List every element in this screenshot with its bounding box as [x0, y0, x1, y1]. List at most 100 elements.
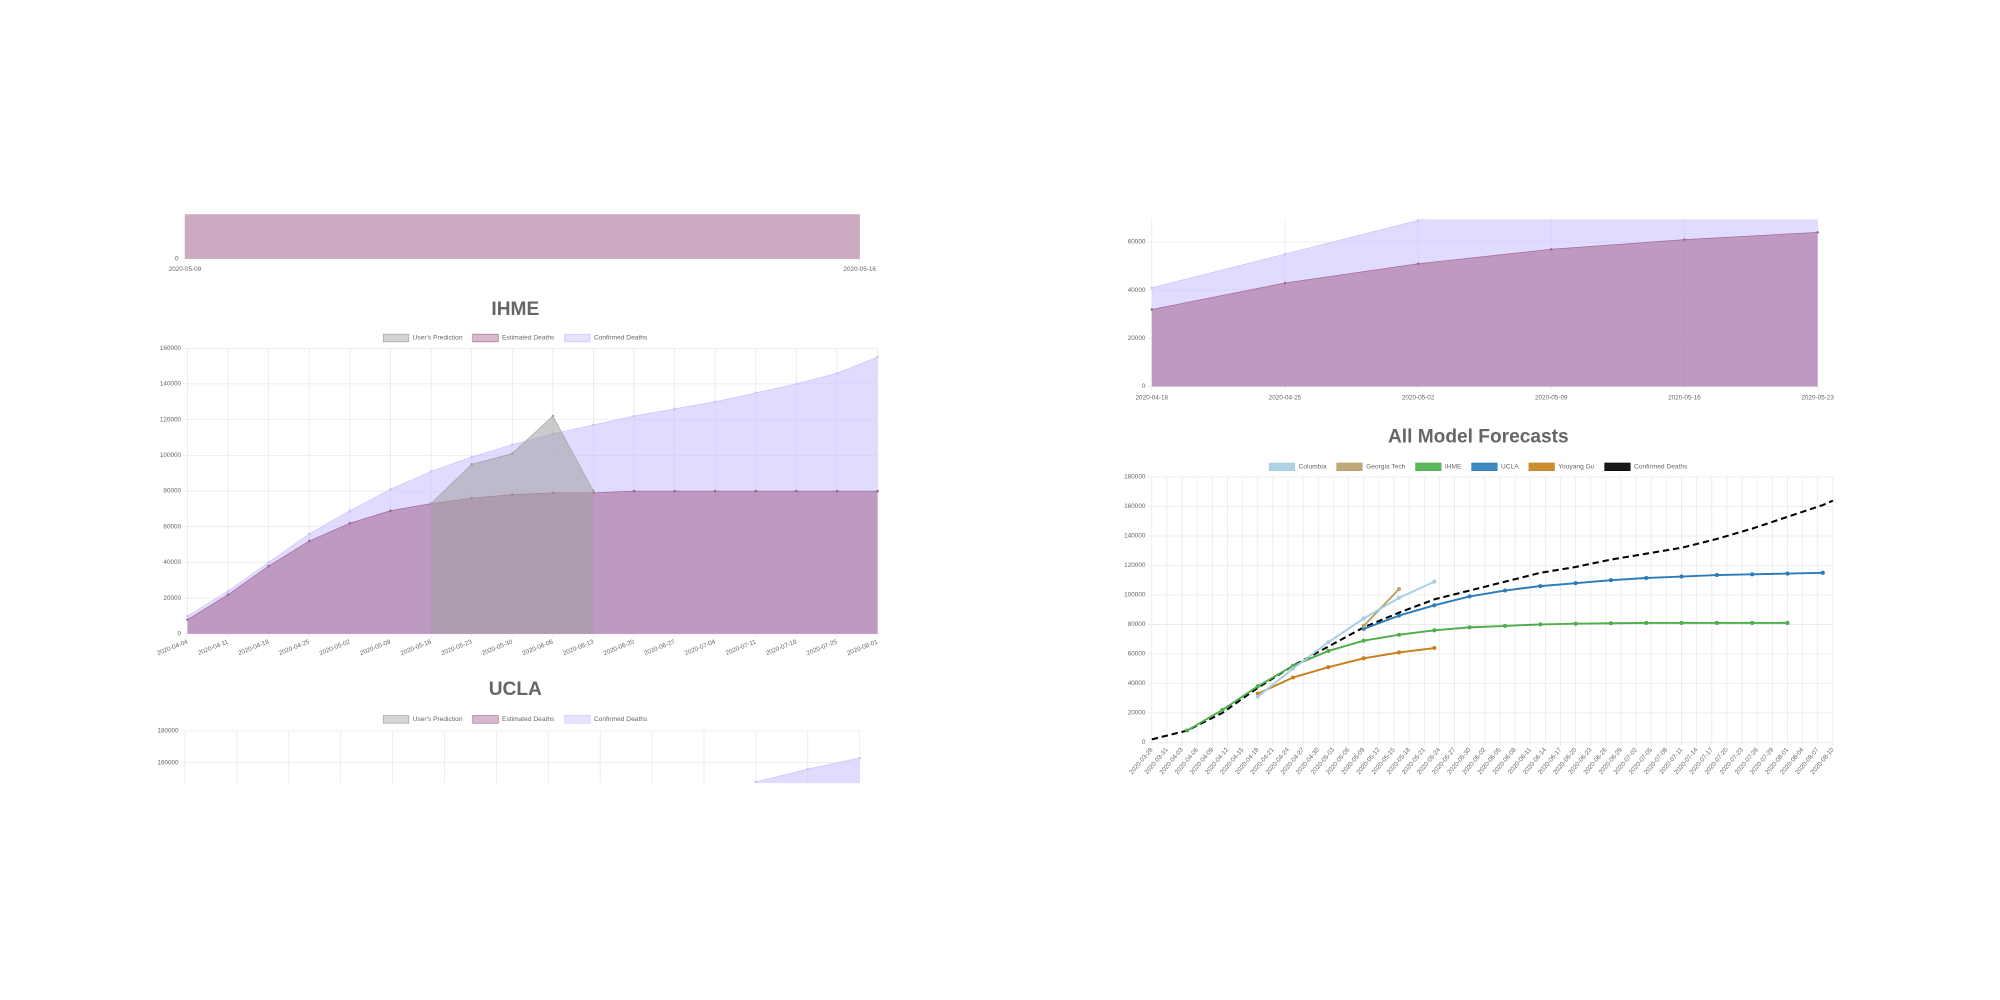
point — [876, 489, 879, 493]
point — [1679, 620, 1684, 625]
point — [1750, 620, 1755, 625]
point — [1326, 640, 1331, 645]
point — [1291, 675, 1296, 680]
legend-label: Confirmed Deaths — [594, 335, 648, 342]
point — [1816, 159, 1819, 162]
legend-swatch — [382, 333, 410, 343]
legend-label: Columbia — [1299, 464, 1327, 471]
point — [1502, 623, 1508, 628]
y-tick-label: 100000 — [160, 452, 182, 459]
point — [1538, 622, 1543, 627]
point — [1255, 684, 1260, 689]
y-tick-label: 160000 — [160, 345, 182, 352]
area-line — [1151, 232, 1818, 310]
point — [1714, 620, 1719, 625]
x-tick-label: 2020-07-25 — [806, 638, 839, 657]
point — [795, 489, 798, 493]
point — [470, 455, 473, 459]
x-tick-label: 2020-05-02 — [318, 638, 351, 657]
x-tick-label: 2020-04-25 — [278, 638, 311, 657]
y-tick-label: 100000 — [1124, 592, 1146, 599]
point — [1283, 252, 1287, 256]
legend-label: UCLA — [1501, 464, 1519, 471]
x-tick-label: 2020-04-25 — [1269, 395, 1302, 402]
y-tick-label: 20000 — [1128, 710, 1146, 717]
legend-swatch — [564, 715, 591, 724]
point — [389, 509, 392, 512]
area — [431, 416, 594, 634]
x-tick-label: 2020-04-18 — [237, 638, 270, 657]
line — [1363, 571, 1823, 630]
x-tick-label: 2020-05-09 — [169, 266, 202, 273]
x-tick-label: 2020-05-02 — [1402, 395, 1435, 402]
y-tick-label: 180000 — [1124, 474, 1146, 481]
point — [754, 489, 758, 493]
y-tick-label: 160000 — [157, 759, 179, 766]
y-tick-label: 160000 — [1124, 503, 1146, 510]
point — [673, 489, 676, 493]
point — [1785, 620, 1790, 625]
point — [1644, 575, 1649, 581]
y-tick-label: 0 — [178, 631, 182, 638]
x-tick-label: 2020-06-13 — [562, 638, 595, 657]
y-tick-label: 0 — [1142, 739, 1146, 746]
area-line — [185, 117, 860, 119]
point — [186, 618, 189, 621]
legend-swatch — [1604, 462, 1631, 471]
chart-all-models: 2020-03-282020-03-312020-04-032020-04-06… — [1124, 427, 1836, 776]
x-tick-label: 2020-04-11 — [197, 638, 230, 657]
point — [673, 407, 676, 411]
y-tick-label: 80000 — [1128, 621, 1146, 628]
point — [389, 488, 392, 491]
line — [1257, 647, 1435, 695]
point — [1150, 286, 1154, 290]
y-tick-label: 60000 — [1128, 239, 1146, 246]
point — [1326, 648, 1331, 654]
legend-swatch — [382, 715, 410, 724]
y-tick-label: 140000 — [1124, 533, 1146, 540]
point — [1467, 594, 1472, 599]
point — [806, 767, 810, 771]
chart-ihme: 2020-04-04 2020-04-11 2020-04-18 2020-04-25… — [156, 299, 879, 657]
point — [1396, 632, 1402, 637]
point — [1396, 587, 1402, 592]
point — [226, 593, 230, 596]
legend-swatch — [472, 715, 499, 724]
point — [632, 414, 636, 418]
point — [1416, 219, 1420, 222]
y-tick-label: 120000 — [160, 416, 182, 423]
x-tick-label: 2020-05-23 — [440, 638, 473, 657]
line — [1257, 580, 1435, 698]
legend-label: Georgia Tech — [1366, 464, 1406, 471]
x-tick-label: 2020-05-30 — [481, 638, 514, 657]
legend-swatch — [564, 333, 591, 343]
point — [1432, 628, 1437, 633]
point — [307, 532, 311, 536]
y-tick-label: 20000 — [163, 595, 181, 602]
point — [1644, 620, 1649, 625]
x-tick-label: 2020-05-09 — [1535, 395, 1568, 402]
x-tick-label: 2020-05-23 — [1801, 395, 1834, 402]
point — [1255, 694, 1260, 699]
point — [1396, 595, 1402, 600]
legend-label: User's Prediction — [413, 335, 463, 342]
x-tick-label: 2020-07-04 — [684, 638, 717, 657]
legend-label: Confirmed Deaths — [594, 716, 648, 723]
area-line — [1151, 219, 1426, 289]
point — [226, 589, 230, 593]
point — [1396, 650, 1402, 655]
point — [510, 452, 514, 455]
point — [1396, 613, 1402, 618]
line — [1186, 622, 1788, 732]
point — [1291, 666, 1296, 671]
point — [1361, 623, 1366, 628]
chart-title: IHME — [491, 299, 539, 320]
x-tick-label: 2020-08-01 — [846, 638, 879, 657]
point — [1361, 616, 1366, 621]
legend-swatch — [1415, 462, 1442, 471]
legend-label: IHME — [1445, 464, 1462, 471]
point — [1361, 638, 1366, 643]
x-tick-label: 2020-06-27 — [643, 638, 676, 657]
chart-title: UCLA — [489, 679, 542, 700]
